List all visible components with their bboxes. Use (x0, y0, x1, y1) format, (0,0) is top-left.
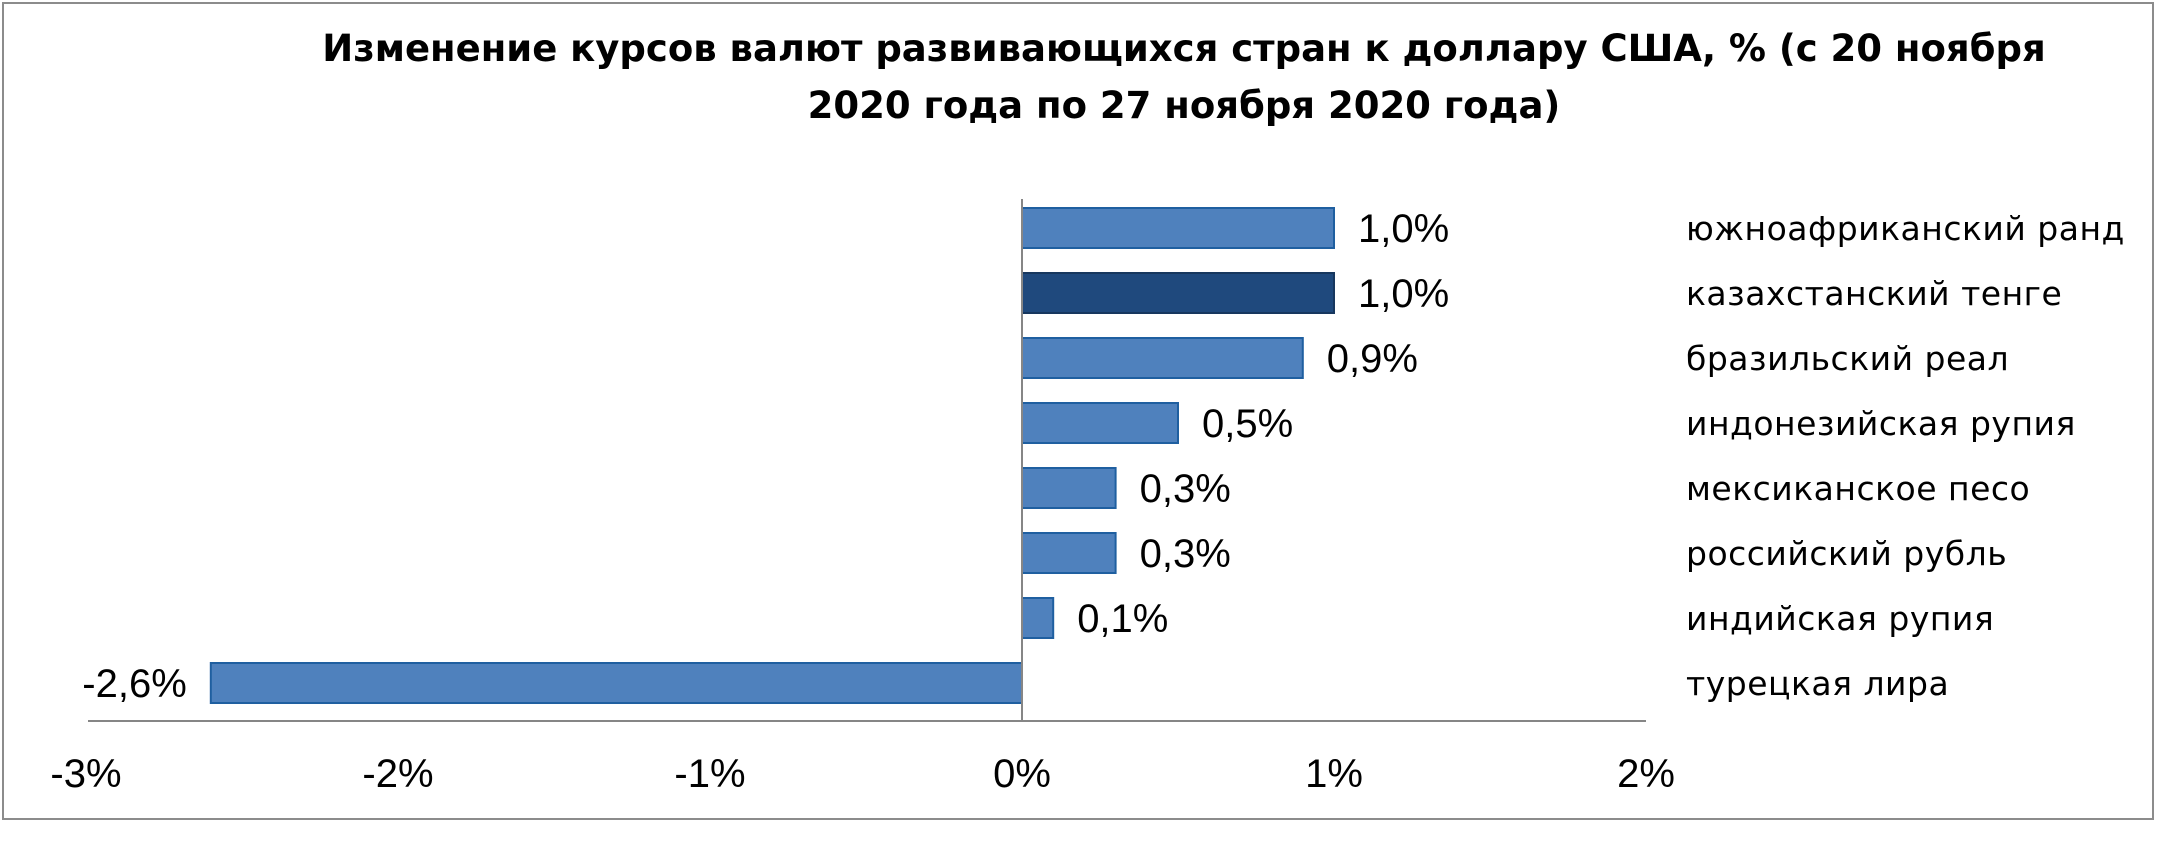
bar-2 (1021, 337, 1304, 379)
x-tick-label: -1% (674, 752, 745, 796)
bar-6 (1021, 597, 1055, 639)
bar-0 (1021, 207, 1335, 249)
category-label: индонезийская рупия (1686, 404, 2076, 443)
chart-frame: Изменение курсов валют развивающихся стр… (2, 2, 2154, 820)
data-label: 1,0% (1358, 272, 1449, 316)
category-label: индийская рупия (1686, 599, 1994, 638)
data-label: 0,5% (1202, 402, 1293, 446)
x-tick-label: 0% (993, 752, 1051, 796)
axes (88, 199, 1646, 722)
data-label: 0,3% (1140, 467, 1231, 511)
x-tick-label: -2% (362, 752, 433, 796)
x-tick-label: -3% (50, 752, 121, 796)
data-label: 0,1% (1077, 597, 1168, 641)
chart-title: Изменение курсов валют развивающихся стр… (322, 27, 2046, 127)
data-label: 0,9% (1327, 337, 1418, 381)
bar-chart: Изменение курсов валют развивающихся стр… (50, 27, 2124, 796)
bar-3 (1021, 402, 1179, 444)
category-label: казахстанский тенге (1686, 274, 2062, 313)
bar-1 (1021, 272, 1335, 314)
category-label: бразильский реал (1686, 339, 2009, 378)
category-label: российский рубль (1686, 534, 2007, 573)
data-label: 0,3% (1140, 532, 1231, 576)
bars (209, 207, 1335, 704)
bar-4 (1021, 467, 1117, 509)
bar-5 (1021, 532, 1117, 574)
category-label: мексиканское песо (1686, 469, 2030, 508)
data-label: -2,6% (82, 662, 187, 706)
x-tick-label: 1% (1305, 752, 1363, 796)
chart-title-line-2: 2020 года по 27 ноября 2020 года) (808, 84, 1561, 127)
chart-title-line-1: Изменение курсов валют развивающихся стр… (322, 27, 2046, 70)
bar-7 (209, 662, 1024, 704)
category-label: турецкая лира (1686, 664, 1949, 703)
data-label: 1,0% (1358, 207, 1449, 251)
labels: -3% -2% -1% 0% 1% 2% 1,0% южноафриканский ранд 1… (50, 207, 2124, 796)
x-tick-label: 2% (1617, 752, 1675, 796)
category-label: южноафриканский ранд (1686, 209, 2125, 248)
